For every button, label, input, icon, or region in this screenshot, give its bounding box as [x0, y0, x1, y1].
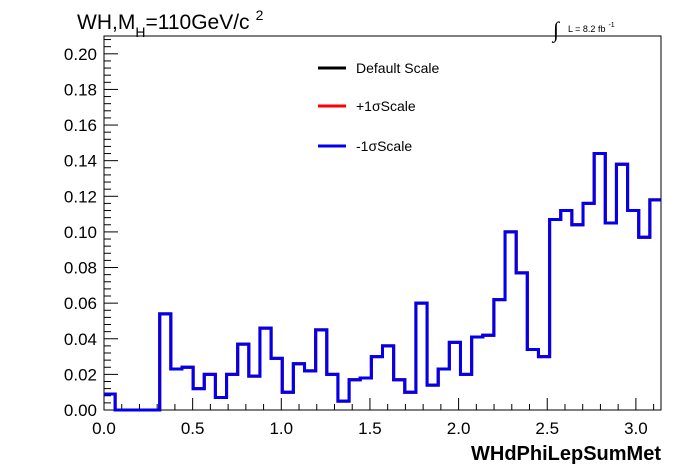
x-tick-label: 1.0: [269, 419, 293, 438]
legend-label-plus1sigma-scale: +1σScale: [356, 98, 416, 114]
title-subscript: H: [135, 24, 145, 40]
x-tick-label: 1.5: [358, 419, 382, 438]
series-line-2--1-scale: [104, 152, 661, 412]
lumi-superscript: -1: [608, 22, 614, 29]
y-tick-label: 0.10: [64, 223, 97, 242]
x-tick-label: 3.0: [624, 419, 648, 438]
lumi-text: L = 8.2 fb: [568, 24, 605, 34]
series-layer: [104, 152, 661, 412]
x-tick-label: 0.0: [92, 419, 116, 438]
title-superscript: 2: [256, 7, 264, 23]
legend-label-default-scale: Default Scale: [356, 60, 439, 76]
title-main: WH,M: [77, 11, 135, 34]
legend-label-minus1sigma-scale: -1σScale: [356, 138, 412, 154]
x-axis-title: WHdPhiLepSumMet: [471, 443, 661, 465]
x-axis: 0.0 0.5 1.0 1.5 2.0 2.5 3.0: [92, 398, 655, 438]
chart-title: WH,MH=110GeV/c 2: [77, 7, 264, 40]
y-tick-label: 0.20: [64, 45, 97, 64]
y-axis: 0.00 0.02 0.04 0.06 0.08 0.10 0.12 0.14 0.16 0.18…: [64, 39, 118, 420]
y-tick-label: 0.04: [64, 330, 97, 349]
y-tick-label: 0.18: [64, 80, 97, 99]
title-rest: =110GeV/c: [145, 11, 249, 34]
y-tick-label: 0.14: [64, 152, 97, 171]
lumi-label: L = 8.2 fb -1: [568, 22, 615, 34]
x-tick-label: 0.5: [181, 419, 205, 438]
plot-frame: [103, 35, 662, 411]
y-tick-label: 0.08: [64, 259, 97, 278]
y-tick-label: 0.16: [64, 116, 97, 135]
x-tick-label: 2.0: [447, 419, 471, 438]
legend: Default Scale +1σScale -1σScale: [318, 60, 439, 154]
y-tick-label: 0.06: [64, 294, 97, 313]
y-tick-label: 0.00: [64, 401, 97, 420]
lumi-integral-sign: ∫: [551, 17, 561, 43]
y-tick-label: 0.02: [64, 365, 97, 384]
x-tick-label: 2.5: [535, 419, 559, 438]
y-tick-label: 0.12: [64, 187, 97, 206]
